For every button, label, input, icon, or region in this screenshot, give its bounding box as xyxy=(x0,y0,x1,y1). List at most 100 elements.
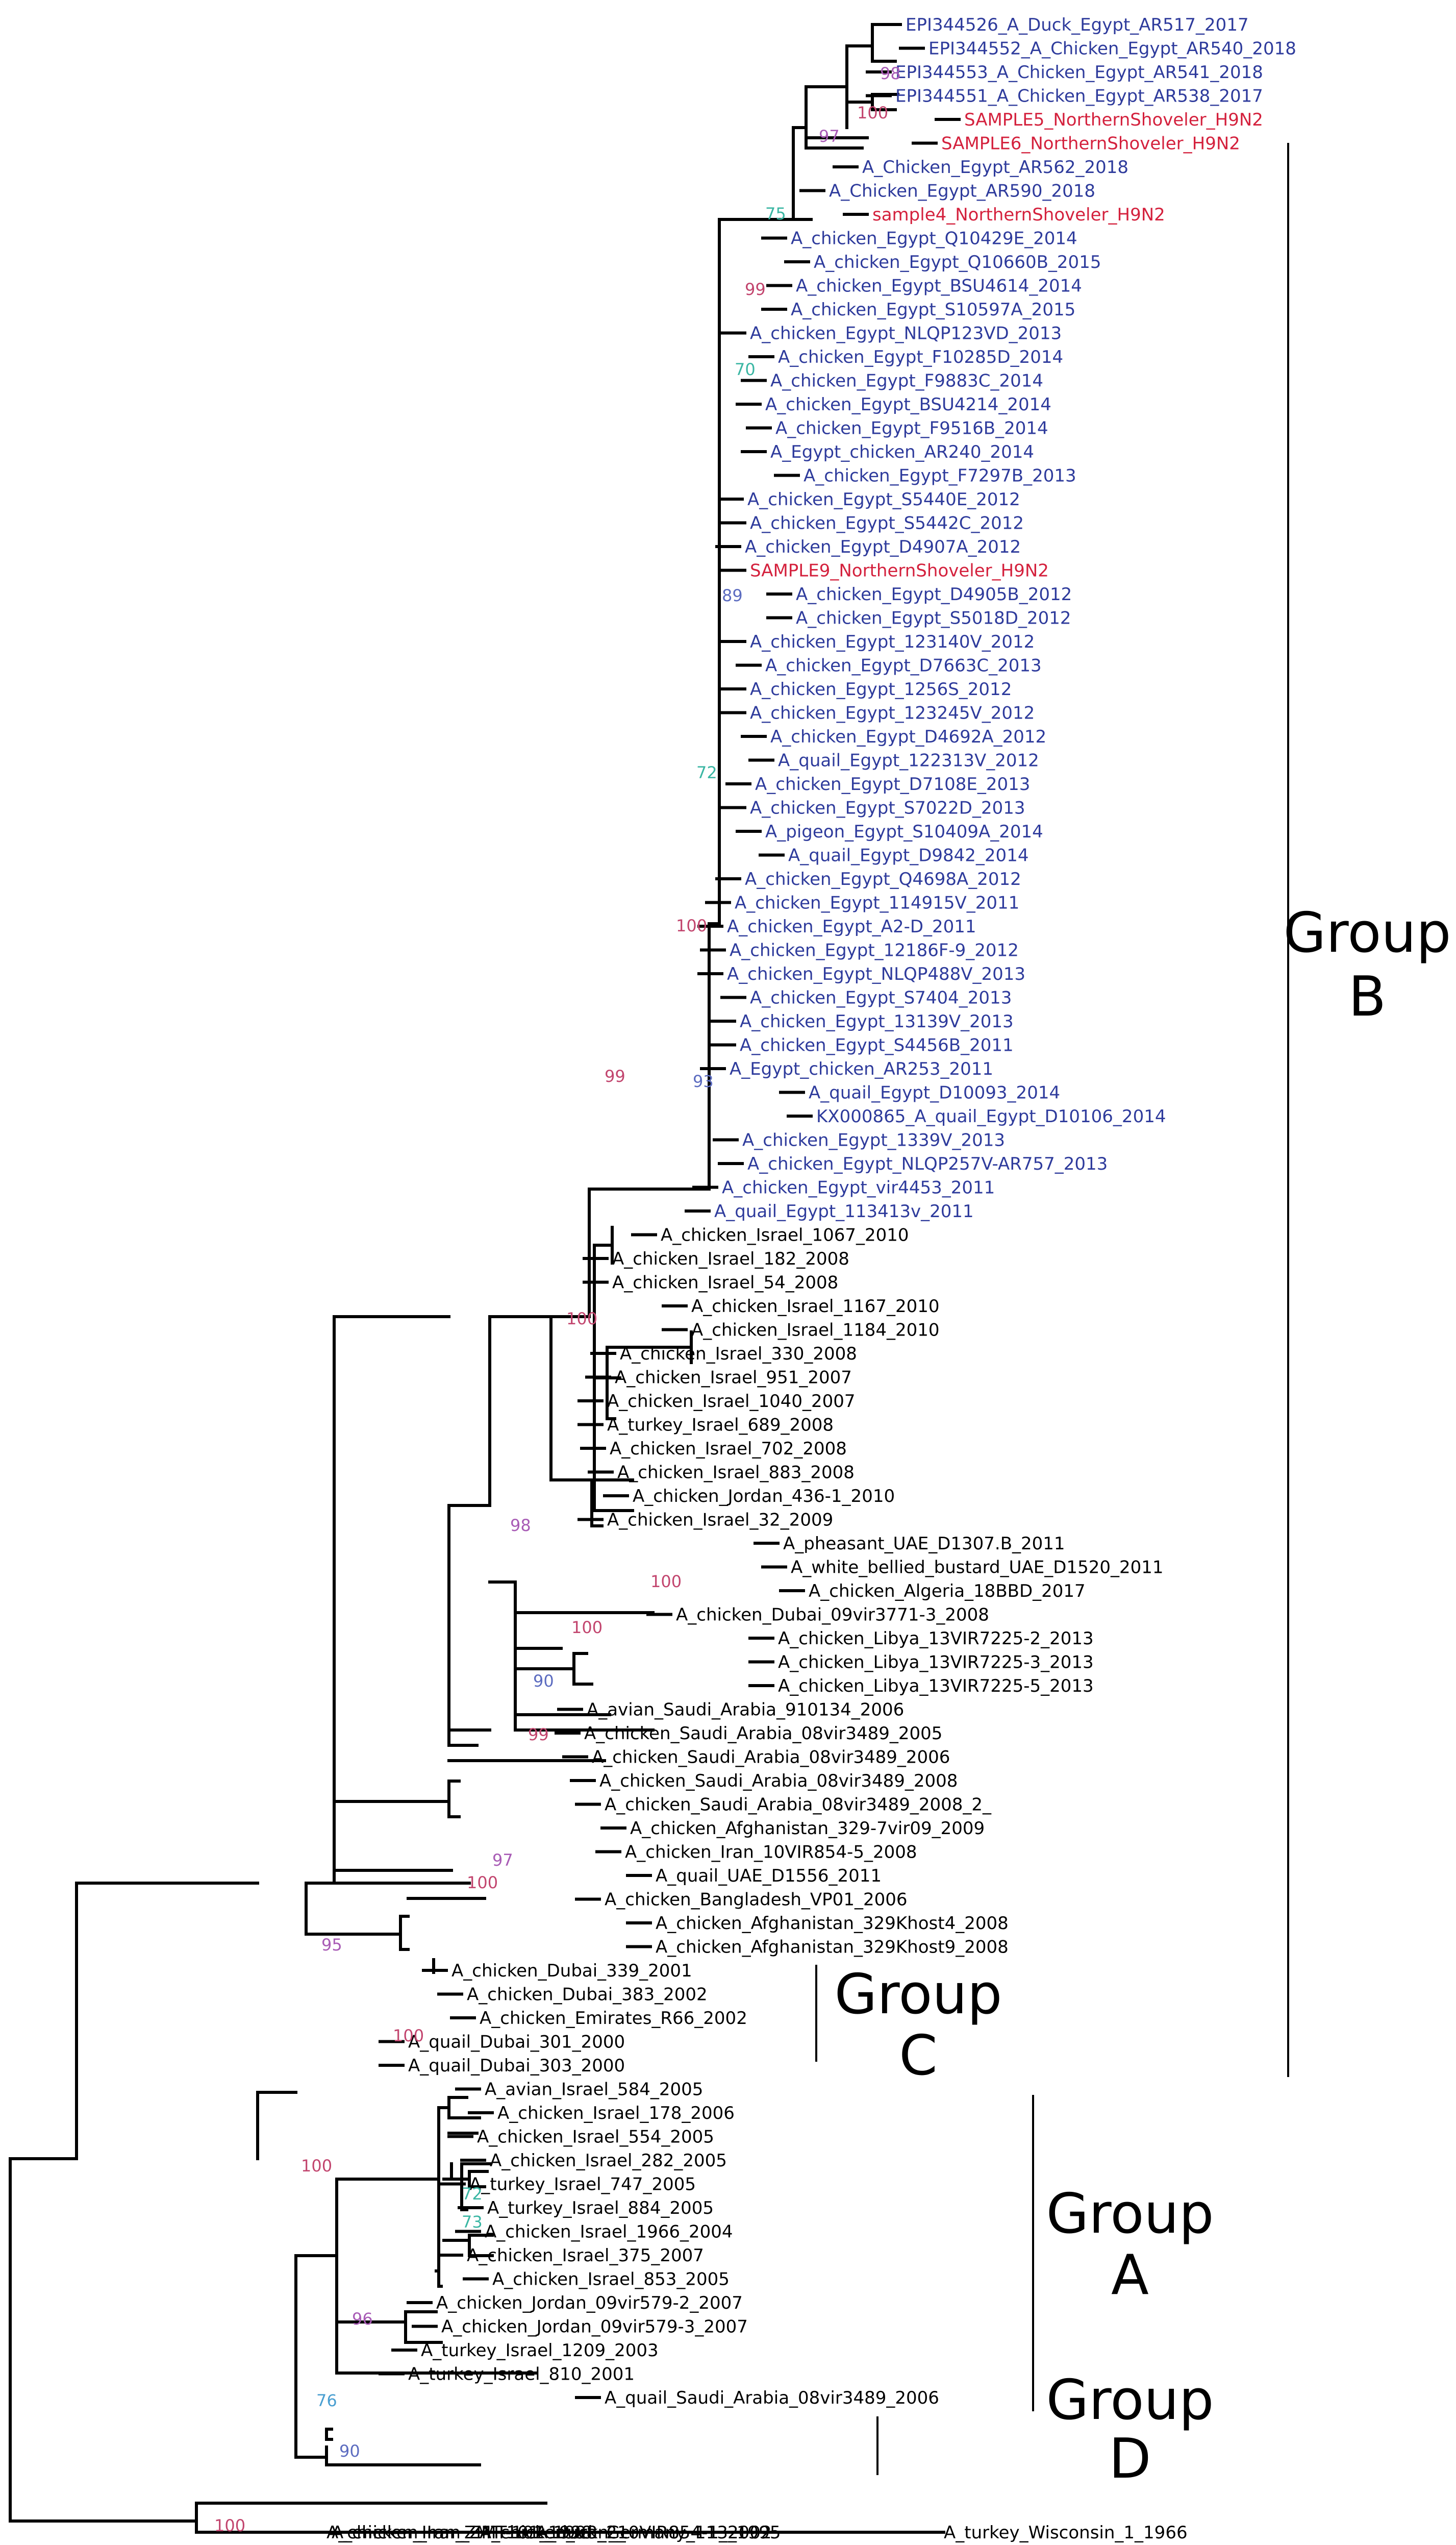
taxon-label: A_chicken_Iran_10VIR854-1_2002 xyxy=(480,2523,771,2543)
taxon-label: A_chicken_Egypt_114915V_2011 xyxy=(735,893,1019,913)
bootstrap-value: 100 xyxy=(566,1309,597,1328)
group-label-a: A xyxy=(1111,2243,1149,2307)
group-label-b: B xyxy=(1348,965,1386,1029)
taxon-label: A_chicken_Israel_1184_2010 xyxy=(691,1320,940,1341)
taxon-label: A_chicken_Egypt_NLQP123VD_2013 xyxy=(750,324,1062,344)
taxon-label: A_chicken_Egypt_F9516B_2014 xyxy=(775,418,1048,439)
taxon-label: A_pigeon_Egypt_S10409A_2014 xyxy=(765,822,1043,842)
taxon-label: A_chicken_Libya_13VIR7225-3_2013 xyxy=(778,1652,1094,1673)
taxon-labels: EPI344526_A_Duck_Egypt_AR517_2017 EPI3445… xyxy=(327,15,1296,2543)
taxon-label: SAMPLE5_NorthernShoveler_H9N2 xyxy=(964,110,1263,130)
taxon-label: A_chicken_Egypt_12186F-9_2012 xyxy=(730,941,1019,961)
taxon-label: A_chicken_Saudi_Arabia_08vir3489_2008 xyxy=(599,1771,958,1791)
taxon-label: SAMPLE6_NorthernShoveler_H9N2 xyxy=(941,134,1240,154)
taxon-label: EPI344553_A_Chicken_Egypt_AR541_2018 xyxy=(895,62,1263,83)
taxon-label: A_chicken_Egypt_123140V_2012 xyxy=(750,632,1035,652)
bootstrap-value: 73 xyxy=(462,2212,483,2232)
taxon-label: A_quail_Egypt_D9842_2014 xyxy=(788,846,1028,866)
taxon-label: A_chicken_Saudi_Arabia_08vir3489_2005 xyxy=(584,1723,942,1744)
taxon-label: A_chicken_Dubai_383_2002 xyxy=(467,1985,708,2005)
taxon-label: A_Egypt_chicken_AR253_2011 xyxy=(730,1059,993,1079)
group-label-d: D xyxy=(1109,2427,1151,2491)
bootstrap-value: 98 xyxy=(510,1516,531,1535)
bootstrap-value: 75 xyxy=(765,204,786,224)
taxon-label: A_chicken_Egypt_A2-D_2011 xyxy=(727,917,976,937)
taxon-label: A_chicken_Dubai_339_2001 xyxy=(451,1961,692,1981)
taxon-label: A_chicken_Egypt_Q10429E_2014 xyxy=(791,229,1077,249)
taxon-label: A_turkey_Israel_884_2005 xyxy=(487,2198,714,2218)
taxon-label: A_chicken_Israel_1167_2010 xyxy=(691,1296,940,1317)
bootstrap-value: 99 xyxy=(745,280,766,299)
taxon-label: A_chicken_Egypt_Q4698A_2012 xyxy=(745,869,1021,889)
taxon-label: A_avian_Saudi_Arabia_910134_2006 xyxy=(587,1700,904,1720)
taxon-label: A_chicken_Israel_54_2008 xyxy=(612,1273,838,1293)
group-label-a: Group xyxy=(1046,2182,1214,2246)
taxon-label: A_quail_UAE_D1556_2011 xyxy=(656,1866,882,1886)
taxon-label: A_chicken_Egypt_Q10660B_2015 xyxy=(814,252,1101,273)
bootstrap-value: 100 xyxy=(214,2516,245,2535)
taxon-label: A_chicken_Israel_1067_2010 xyxy=(661,1225,909,1246)
taxon-label: A_avian_Israel_584_2005 xyxy=(485,2080,703,2100)
bootstrap-value: 98 xyxy=(880,64,901,83)
taxon-label: A_chicken_Egypt_D4692A_2012 xyxy=(770,727,1046,747)
taxon-label: sample4_NorthernShoveler_H9N2 xyxy=(872,205,1165,225)
taxon-label: A_chicken_Israel_375_2007 xyxy=(467,2245,704,2266)
taxon-label: A_chicken_Afghanistan_329Khost9_2008 xyxy=(656,1937,1009,1958)
taxon-label: A_chicken_Egypt_1256S_2012 xyxy=(750,679,1012,700)
taxon-label: A_chicken_Israel_178_2006 xyxy=(497,2103,735,2123)
taxon-label: A_chicken_Egypt_1339V_2013 xyxy=(742,1130,1005,1151)
taxon-label: A_chicken_Egypt_BSU4614_2014 xyxy=(796,276,1082,296)
taxon-label: A_turkey_Israel_810_2001 xyxy=(408,2364,635,2385)
taxon-label: A_chicken_Israel_32_2009 xyxy=(607,1510,833,1530)
taxon-label: A_chicken_Egypt_BSU4214_2014 xyxy=(765,394,1051,415)
bootstrap-value: 90 xyxy=(533,1671,554,1691)
bootstrap-value: 95 xyxy=(321,1935,342,1955)
taxon-label: A_Egypt_chicken_AR240_2014 xyxy=(770,442,1034,462)
taxon-label: A_Chicken_Egypt_AR590_2018 xyxy=(829,181,1095,202)
taxon-label: KX000865_A_quail_Egypt_D10106_2014 xyxy=(816,1106,1166,1127)
bootstrap-value: 97 xyxy=(492,1850,513,1870)
taxon-label: A_chicken_Egypt_F7297B_2013 xyxy=(804,466,1076,486)
taxon-label: A_chicken_Egypt_S10597A_2015 xyxy=(791,300,1075,320)
taxon-label: A_chicken_Israel_1966_2004 xyxy=(485,2222,733,2242)
taxon-label: A_chicken_Bangladesh_VP01_2006 xyxy=(605,1890,907,1910)
bootstrap-value: 72 xyxy=(462,2184,483,2204)
taxon-label: A_chicken_Egypt_F9883C_2014 xyxy=(770,371,1043,391)
bootstrap-value: 93 xyxy=(693,1072,714,1091)
bootstrap-value: 100 xyxy=(467,1873,498,1892)
taxon-label: A_chicken_Jordan_436-1_2010 xyxy=(633,1486,895,1506)
taxon-label: A_turkey_Israel_689_2008 xyxy=(607,1415,834,1436)
taxon-label: A_chicken_Israel_182_2008 xyxy=(612,1249,849,1269)
taxon-label: A_chicken_Egypt_S5018D_2012 xyxy=(796,608,1071,629)
taxon-label: EPI344526_A_Duck_Egypt_AR517_2017 xyxy=(906,15,1249,35)
tree-branches xyxy=(9,23,961,2534)
taxon-label: A_chicken_Israel_951_2007 xyxy=(615,1368,852,1388)
group-label-c: C xyxy=(899,2024,937,2088)
taxon-label: A_chicken_Egypt_D7108E_2013 xyxy=(755,774,1030,795)
bootstrap-value: 90 xyxy=(339,2441,360,2461)
group-label-d: Group xyxy=(1046,2368,1214,2432)
group-label-c: Group xyxy=(835,1963,1002,2027)
taxon-label: A_chicken_Egypt_D4907A_2012 xyxy=(745,537,1021,557)
taxon-label: A_quail_Egypt_122313V_2012 xyxy=(778,751,1039,771)
taxon-label: A_turkey_Israel_747_2005 xyxy=(469,2175,696,2195)
taxon-label: A_chicken_Saudi_Arabia_08vir3489_2006 xyxy=(592,1747,950,1768)
bootstrap-values: 98 100 97 75 99 70 89 72 100 93 99 100 98 100 100 90 99 9… xyxy=(214,64,901,2535)
taxon-label: A_chicken_Dubai_09vir3771-3_2008 xyxy=(676,1605,989,1625)
taxon-label: A_chicken_Iran_ZMT-101_1998 xyxy=(327,2523,592,2543)
bootstrap-value: 99 xyxy=(528,1725,549,1744)
taxon-label: A_chicken_Israel_554_2005 xyxy=(477,2127,714,2147)
taxon-label: A_chicken_Afghanistan_329-7vir09_2009 xyxy=(630,1818,985,1839)
taxon-label: A_quail_Dubai_303_2000 xyxy=(408,2056,625,2076)
taxon-label: A_chicken_Algeria_18BBD_2017 xyxy=(809,1581,1086,1601)
taxon-label: A_quail_Egypt_113413v_2011 xyxy=(714,1201,974,1222)
taxon-label: A_chicken_Egypt_vir4453_2011 xyxy=(722,1178,995,1198)
bootstrap-value: 99 xyxy=(605,1067,625,1086)
taxon-label: A_chicken_Egypt_F10285D_2014 xyxy=(778,347,1063,367)
taxon-label: A_turkey_Wisconsin_1_1966 xyxy=(944,2523,1188,2543)
taxon-label: EPI344551_A_Chicken_Egypt_AR538_2017 xyxy=(895,86,1263,107)
bootstrap-value: 96 xyxy=(352,2309,373,2329)
taxon-label: A_quail_Egypt_D10093_2014 xyxy=(809,1083,1060,1103)
taxon-label: A_white_bellied_bustard_UAE_D1520_2011 xyxy=(791,1558,1164,1578)
